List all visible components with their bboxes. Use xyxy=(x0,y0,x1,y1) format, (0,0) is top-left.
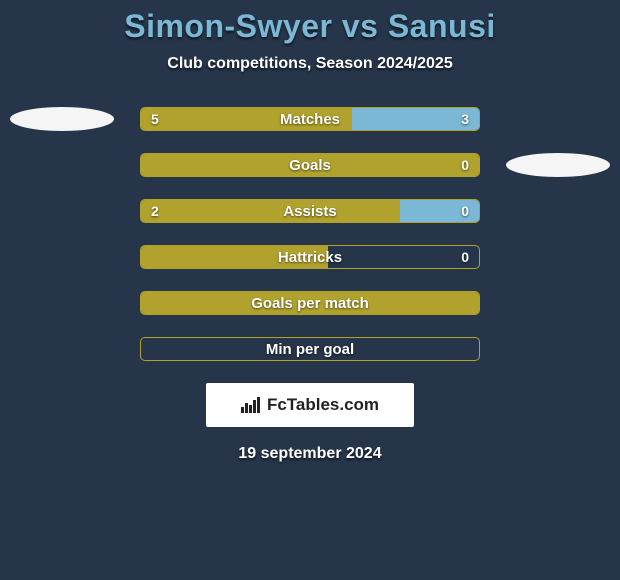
bar-fill-left xyxy=(141,108,352,130)
player-logo-left xyxy=(10,107,114,131)
chart-icon xyxy=(241,397,261,413)
bar-value-left: 2 xyxy=(151,200,159,222)
bar-fill-left xyxy=(141,292,479,314)
bar-fill-left xyxy=(141,154,479,176)
stat-row: Min per goal xyxy=(0,337,620,361)
bar-fill-left xyxy=(141,246,328,268)
page-subtitle: Club competitions, Season 2024/2025 xyxy=(0,55,620,73)
stat-bar: 0Hattricks xyxy=(140,245,480,269)
branding-text: FcTables.com xyxy=(267,395,379,415)
page-title: Simon-Swyer vs Sanusi xyxy=(0,8,620,45)
stat-bar: Goals per match xyxy=(140,291,480,315)
comparison-widget: Simon-Swyer vs Sanusi Club competitions,… xyxy=(0,0,620,463)
stats-rows: 53Matches0Goals20Assists0HattricksGoals … xyxy=(0,107,620,361)
bar-value-right: 3 xyxy=(461,108,469,130)
stat-row: Goals per match xyxy=(0,291,620,315)
bar-label: Min per goal xyxy=(141,338,479,360)
bar-value-right: 0 xyxy=(461,246,469,268)
branding-badge: FcTables.com xyxy=(206,383,414,427)
stat-bar: 20Assists xyxy=(140,199,480,223)
bar-value-left: 5 xyxy=(151,108,159,130)
stat-row: 20Assists xyxy=(0,199,620,223)
bar-value-right: 0 xyxy=(461,154,469,176)
stat-row: 53Matches xyxy=(0,107,620,131)
stat-row: 0Hattricks xyxy=(0,245,620,269)
date-text: 19 september 2024 xyxy=(0,445,620,463)
stat-bar: 53Matches xyxy=(140,107,480,131)
stat-bar: Min per goal xyxy=(140,337,480,361)
bar-fill-right xyxy=(352,108,479,130)
bar-value-right: 0 xyxy=(461,200,469,222)
stat-row: 0Goals xyxy=(0,153,620,177)
player-logo-right xyxy=(506,153,610,177)
bar-fill-left xyxy=(141,200,400,222)
stat-bar: 0Goals xyxy=(140,153,480,177)
